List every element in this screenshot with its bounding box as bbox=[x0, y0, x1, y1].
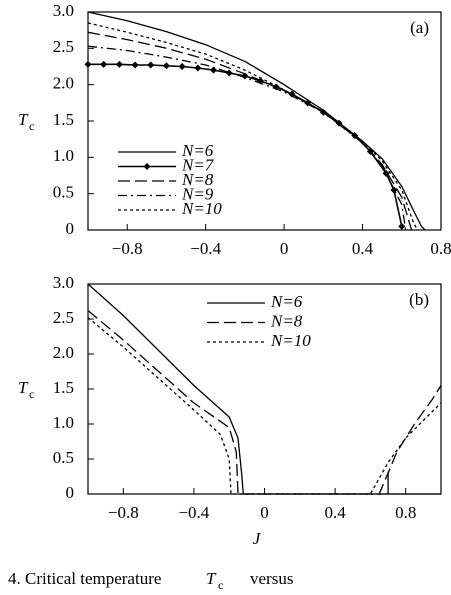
data-marker bbox=[178, 63, 186, 70]
y-tick-label: 2.0 bbox=[53, 343, 74, 362]
y-tick-label: 0 bbox=[66, 483, 75, 502]
series-line bbox=[88, 63, 403, 227]
y-tick-label: 3.0 bbox=[53, 1, 74, 20]
y-tick-label: 1.0 bbox=[53, 146, 74, 165]
y-tick-label: 0.5 bbox=[53, 183, 74, 202]
caption-subscript: c bbox=[218, 578, 223, 592]
plot-frame bbox=[87, 283, 442, 495]
panel-label: (b) bbox=[409, 290, 429, 309]
legend-label: N=10 bbox=[270, 331, 311, 350]
y-axis-label: T bbox=[18, 378, 29, 397]
series-line bbox=[87, 31, 413, 231]
data-marker bbox=[115, 60, 123, 68]
y-axis-label-subscript: c bbox=[29, 387, 34, 401]
x-axis-label: J bbox=[253, 529, 262, 548]
legend-label: N=10 bbox=[181, 199, 222, 218]
data-marker bbox=[241, 72, 249, 80]
plot-frame bbox=[87, 11, 442, 231]
series-line bbox=[87, 283, 441, 495]
y-axis-label-subscript: c bbox=[29, 119, 34, 133]
series-line bbox=[87, 317, 442, 495]
x-tick-label: −0.8 bbox=[108, 503, 139, 522]
y-tick-label: 0 bbox=[66, 219, 75, 238]
legend-label: N=9 bbox=[181, 184, 214, 203]
series-line bbox=[87, 45, 407, 231]
y-tick-label: 0.5 bbox=[53, 448, 74, 467]
caption-text: 4. Critical temperature bbox=[8, 569, 161, 588]
x-tick-label: 0.8 bbox=[430, 239, 451, 258]
x-tick-label: 0 bbox=[260, 503, 269, 522]
data-marker bbox=[162, 62, 170, 70]
caption-symbol: T bbox=[206, 569, 217, 588]
y-axis-label: T bbox=[18, 110, 29, 129]
x-tick-label: 0 bbox=[280, 239, 289, 258]
series-line bbox=[87, 310, 442, 495]
data-marker bbox=[84, 60, 92, 68]
legend-label: N=7 bbox=[181, 155, 215, 174]
series-line bbox=[87, 22, 419, 231]
y-tick-label: 1.5 bbox=[53, 110, 74, 129]
legend-marker bbox=[143, 163, 151, 170]
y-tick-label: 1.0 bbox=[53, 413, 74, 432]
legend-label: N=6 bbox=[181, 141, 214, 160]
x-tick-label: 0.4 bbox=[352, 239, 374, 258]
caption-tail: versus bbox=[250, 569, 293, 588]
x-tick-label: −0.8 bbox=[112, 239, 143, 258]
y-tick-label: 2.5 bbox=[53, 37, 74, 56]
data-marker bbox=[131, 61, 139, 69]
data-marker bbox=[210, 66, 218, 74]
series-line bbox=[87, 11, 426, 231]
legend-label: N=6 bbox=[270, 292, 303, 311]
y-tick-label: 2.0 bbox=[53, 74, 74, 93]
legend-label: N=8 bbox=[181, 170, 214, 189]
y-tick-label: 3.0 bbox=[53, 273, 74, 292]
x-tick-label: −0.4 bbox=[190, 239, 221, 258]
legend-label: N=8 bbox=[270, 311, 303, 330]
x-tick-label: −0.4 bbox=[178, 503, 209, 522]
x-tick-label: 0.4 bbox=[324, 503, 346, 522]
data-marker bbox=[100, 60, 108, 68]
data-marker bbox=[194, 64, 202, 72]
data-marker bbox=[398, 222, 406, 230]
data-marker bbox=[390, 186, 398, 194]
y-tick-label: 1.5 bbox=[53, 378, 74, 397]
x-tick-label: 0.8 bbox=[395, 503, 416, 522]
panel-label: (a) bbox=[410, 18, 429, 37]
y-tick-label: 2.5 bbox=[53, 308, 74, 327]
data-marker bbox=[147, 61, 155, 69]
